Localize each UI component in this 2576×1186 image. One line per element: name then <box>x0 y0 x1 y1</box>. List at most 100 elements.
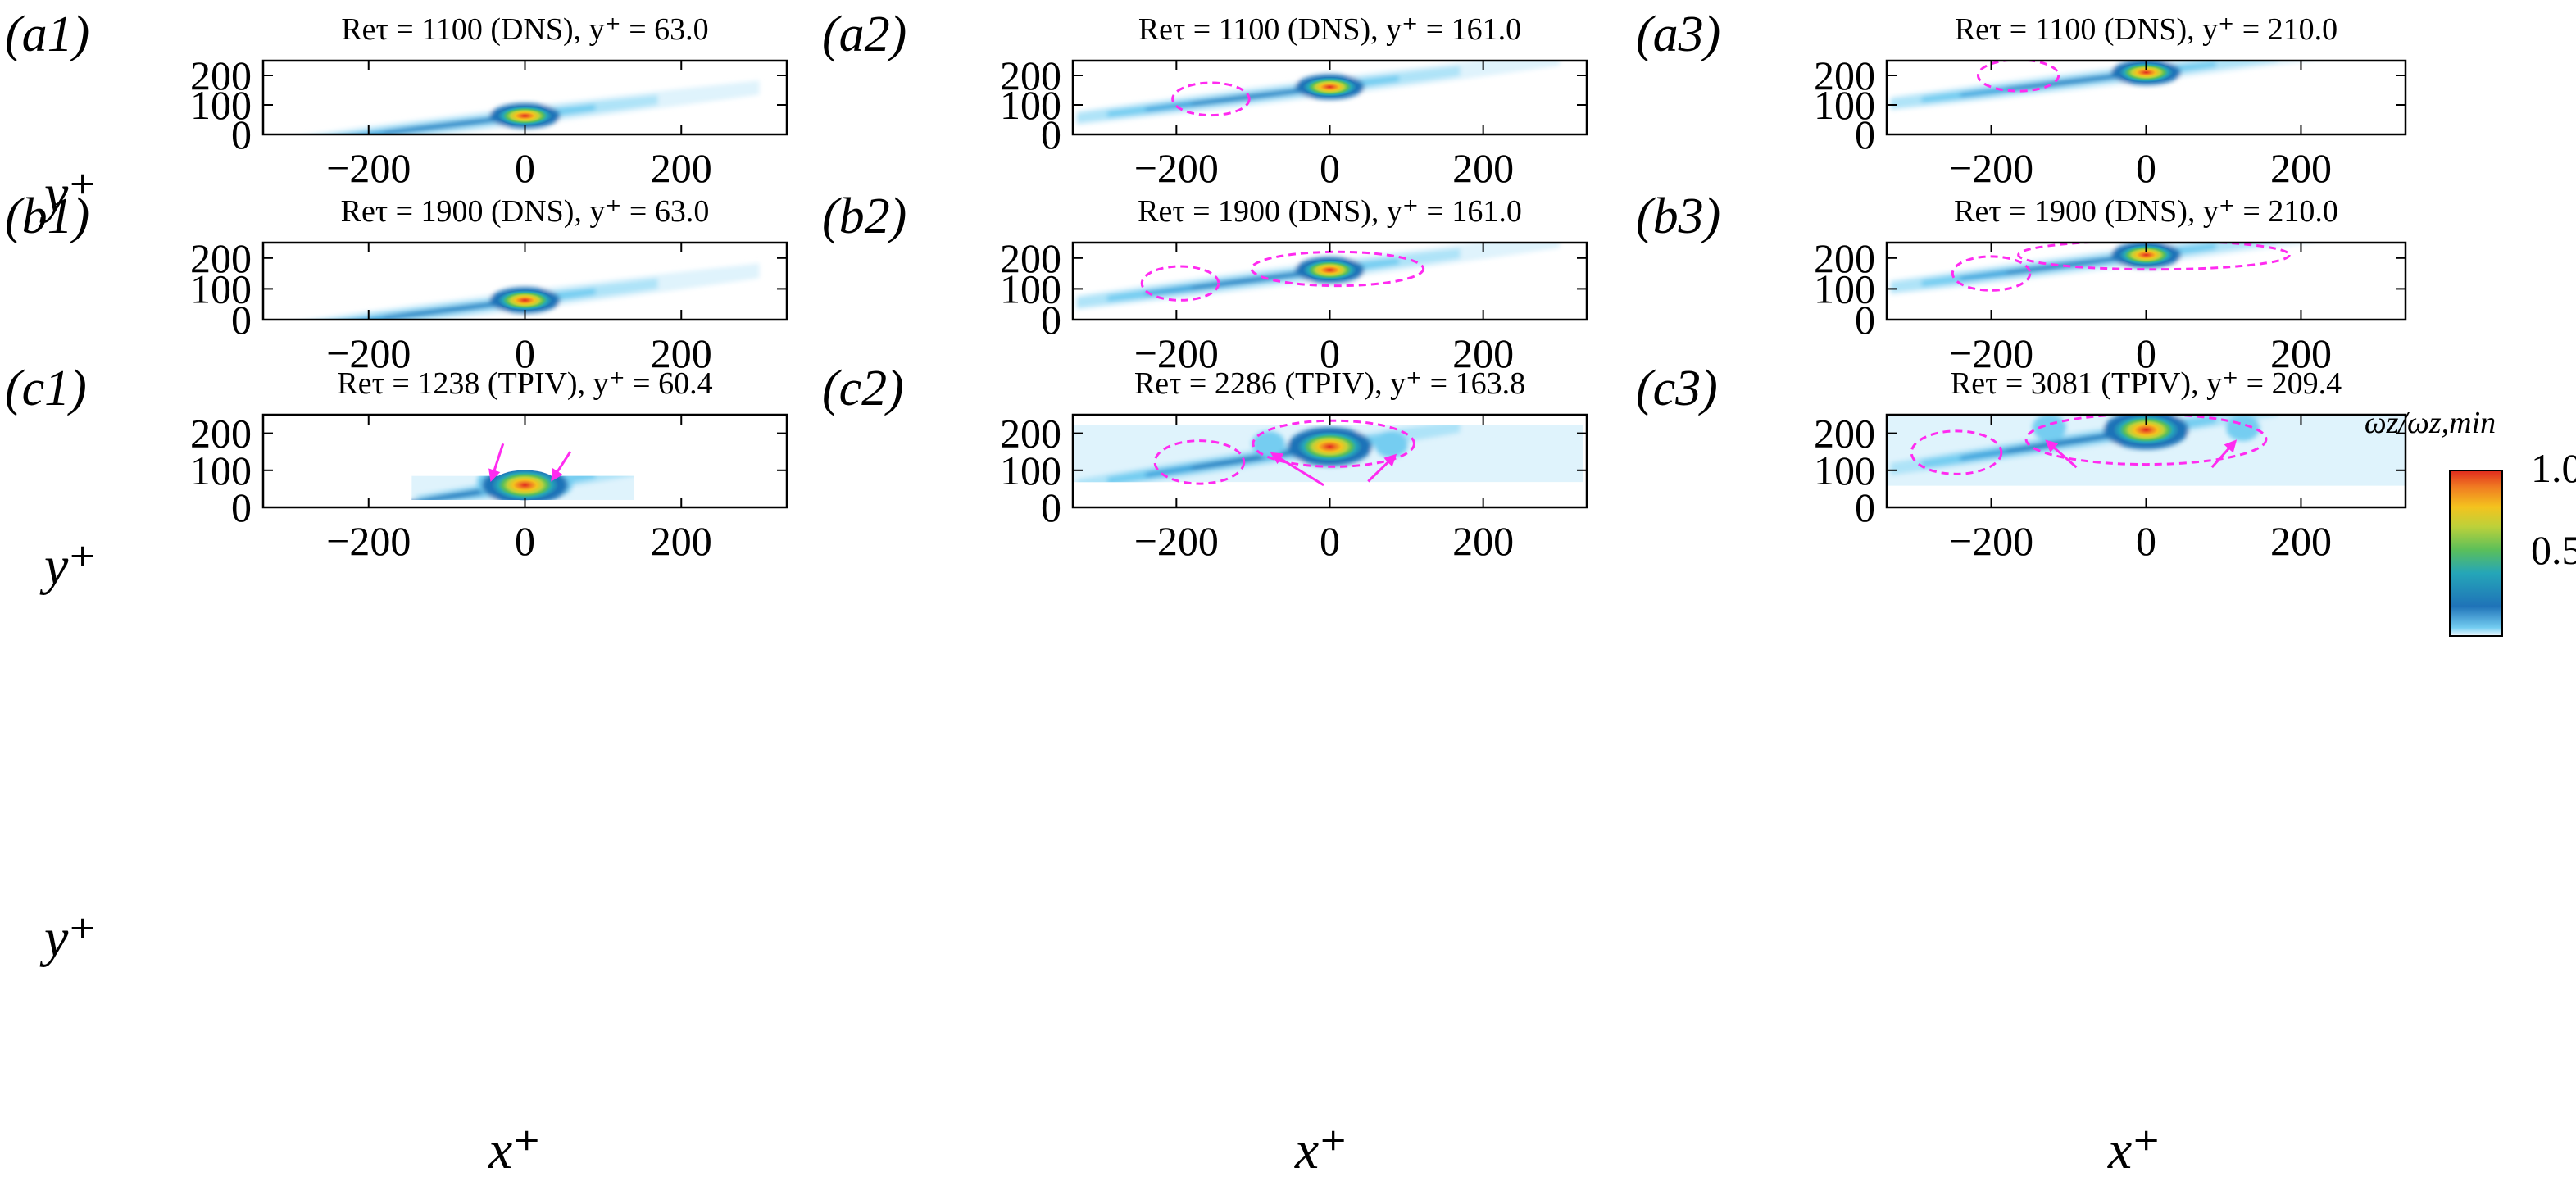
y-tick-label: 100 <box>1814 448 1875 493</box>
panel-label: (b1) <box>5 189 89 244</box>
heatmap-c1 <box>263 415 787 507</box>
x-tick-label: 0 <box>2136 145 2156 191</box>
panel-label: (c2) <box>822 361 904 416</box>
vortex-core <box>2119 62 2174 83</box>
arrow-annotation <box>2045 439 2078 469</box>
y-tick-label: 200 <box>190 52 252 98</box>
panel-title: Reτ = 1100 (DNS), y⁺ = 161.0 <box>1138 12 1521 47</box>
x-tick-label: 0 <box>515 145 535 191</box>
x-tick-label: 200 <box>651 145 712 191</box>
y-tick-label: 100 <box>1814 82 1875 128</box>
heatmap-a2 <box>1073 61 1587 134</box>
x-tick-label: 200 <box>651 330 712 376</box>
dashed-ellipse-annotation <box>1153 439 1246 485</box>
dashed-ellipse-annotation <box>1910 429 2003 475</box>
x-tick-label: 0 <box>2136 330 2156 376</box>
y-tick-label: 100 <box>190 448 252 493</box>
dashed-ellipse-annotation <box>1250 250 1425 288</box>
vortex-core <box>497 106 552 126</box>
colorbar: ωz/ωz,min 1.0 0.5 <box>2365 406 2576 637</box>
dashed-ellipse-annotation <box>2024 415 2268 466</box>
dashed-ellipse-annotation <box>1951 255 2032 292</box>
x-tick-label: −200 <box>326 145 411 191</box>
panel-label: (a1) <box>5 7 89 62</box>
y-tick-label: 200 <box>1814 411 1875 457</box>
arrow-annotation <box>1367 453 1397 483</box>
y-tick-label: 100 <box>1000 266 1061 311</box>
ylabel-row-b: y⁺ <box>39 536 97 596</box>
y-tick-label: 0 <box>1855 484 1875 530</box>
heatmap-b3 <box>1887 243 2406 320</box>
x-tick-label: −200 <box>1134 145 1219 191</box>
colorbar-tick-max: 1.0 <box>2531 445 2576 491</box>
side-lobe <box>2032 415 2067 442</box>
panel-title: Reτ = 1900 (DNS), y⁺ = 63.0 <box>341 194 710 229</box>
y-tick-label: 200 <box>1814 52 1875 98</box>
x-tick-label: −200 <box>1949 518 2033 564</box>
contour-level-2 <box>1890 243 2278 293</box>
arrow-annotation <box>2210 439 2238 469</box>
arrow-annotation <box>551 451 572 482</box>
contour-level-5 <box>1192 268 1330 289</box>
x-tick-label: −200 <box>326 330 411 376</box>
panel-label: (b2) <box>822 189 906 244</box>
vortex-core <box>2119 244 2174 266</box>
vortex-core <box>1297 431 1363 462</box>
y-tick-label: 100 <box>1814 266 1875 311</box>
colorbar-title: ωz/ωz,min <box>2365 406 2496 440</box>
x-tick-label: 0 <box>1320 145 1340 191</box>
panel-title: Reτ = 3081 (TPIV), y⁺ = 209.4 <box>1951 366 2342 401</box>
y-tick-label: 200 <box>190 411 252 457</box>
panel-title: Reτ = 1238 (TPIV), y⁺ = 60.4 <box>337 366 712 401</box>
heatmap-b2 <box>1073 243 1587 320</box>
contour-level-1 <box>1890 415 2313 479</box>
colorbar-tick-mid: 0.5 <box>2531 527 2576 573</box>
dashed-ellipse-annotation <box>1252 419 1415 468</box>
ylabel-row-a: y⁺ <box>39 164 97 224</box>
y-tick-label: 100 <box>190 266 252 311</box>
axis-names: y⁺ y⁺ y⁺ x⁺ x⁺ x⁺ <box>39 164 2160 1180</box>
vortex-core <box>491 470 559 501</box>
x-tick-label: 200 <box>2270 145 2332 191</box>
contour-level-1 <box>1890 61 2310 111</box>
arrow-annotation <box>1270 452 1324 487</box>
panel-label: (b3) <box>1636 189 1720 244</box>
x-tick-label: 200 <box>2270 330 2332 376</box>
vortex-core <box>497 289 552 311</box>
panel-title: Reτ = 1900 (DNS), y⁺ = 210.0 <box>1954 194 2338 229</box>
x-tick-label: 0 <box>2136 518 2156 564</box>
y-tick-label: 200 <box>1000 235 1061 281</box>
contour-level-5 <box>1192 85 1330 106</box>
vortex-core <box>1302 259 1357 281</box>
panel-label: (c1) <box>5 361 87 416</box>
panel-title: Reτ = 1900 (DNS), y⁺ = 161.0 <box>1138 194 1522 229</box>
dashed-ellipse-annotation <box>1171 81 1251 117</box>
panel-title: Reτ = 1100 (DNS), y⁺ = 63.0 <box>341 12 708 47</box>
y-tick-label: 0 <box>1041 297 1061 343</box>
vortex-core <box>1302 77 1357 98</box>
side-lobe <box>1252 430 1286 458</box>
panel-label: (a2) <box>822 7 906 62</box>
heatmap-c3 <box>1887 415 2406 507</box>
x-tick-label: 200 <box>1452 518 1514 564</box>
colorbar-scale <box>2449 470 2503 637</box>
y-tick-label: 100 <box>190 82 252 128</box>
xlabel-col-1: x⁺ <box>488 1120 541 1180</box>
dashed-ellipse-annotation <box>1140 265 1220 302</box>
x-tick-label: 0 <box>1320 330 1340 376</box>
arrow-annotation <box>488 443 505 482</box>
contour-level-5 <box>384 114 525 134</box>
x-tick-label: 200 <box>2270 518 2332 564</box>
panel-title: Reτ = 1100 (DNS), y⁺ = 210.0 <box>1955 12 2337 47</box>
contour-level-5 <box>384 298 525 320</box>
dashed-ellipse-annotation <box>2017 243 2291 271</box>
